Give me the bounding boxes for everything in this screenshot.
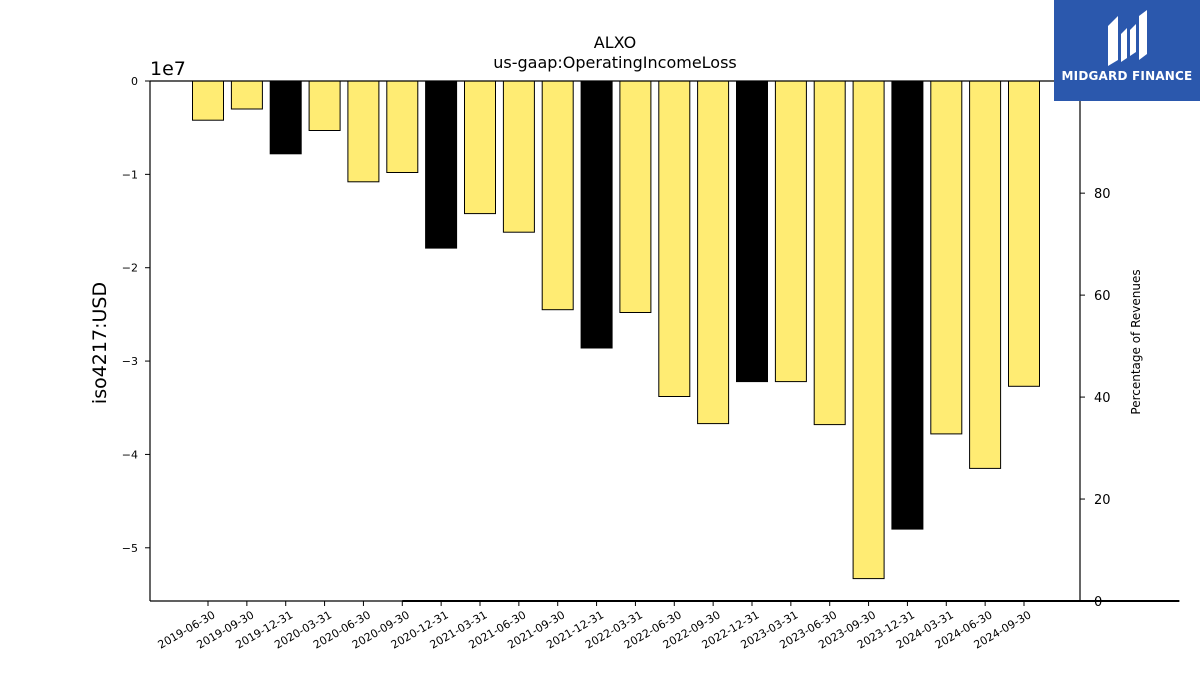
- y2-tick-label: 80: [1094, 187, 1111, 202]
- y-tick-label: −2: [122, 262, 138, 275]
- bar: [813, 80, 846, 426]
- y-tick-label: −3: [122, 355, 138, 368]
- bar: [541, 80, 574, 311]
- y-axis-label: iso4217:USD: [89, 282, 111, 404]
- y-tick-label: 0: [131, 75, 138, 88]
- bar: [386, 80, 419, 173]
- brand-name: MIDGARD FINANCE: [1061, 69, 1193, 83]
- bar: [425, 80, 458, 249]
- midgard-finance-logo: MIDGARD FINANCE: [1054, 0, 1200, 101]
- midgard-logo-icon: [1108, 10, 1147, 66]
- y2-tick-label: 20: [1094, 493, 1111, 508]
- y2-tick-label: 0: [1094, 595, 1102, 610]
- bar: [464, 80, 496, 215]
- bar: [230, 80, 263, 110]
- bar: [697, 80, 730, 425]
- y2-tick-label: 40: [1094, 391, 1111, 406]
- y2-tick-label: 60: [1094, 289, 1111, 304]
- bar: [736, 80, 768, 383]
- bar: [619, 80, 652, 313]
- bar: [930, 80, 963, 435]
- chart-title: ALXO: [594, 33, 636, 52]
- bar: [891, 80, 924, 530]
- chart-subtitle: us-gaap:OperatingIncomeLoss: [493, 53, 737, 72]
- y-offset-label: 1e7: [150, 58, 186, 80]
- bar: [969, 80, 1002, 469]
- y-tick-label: −1: [122, 168, 138, 181]
- y-tick-label: −4: [122, 448, 138, 461]
- bar: [1008, 80, 1040, 387]
- y-tick-label: −5: [122, 542, 138, 555]
- bar: [347, 80, 380, 183]
- bar: [308, 80, 341, 131]
- bar: [852, 80, 885, 580]
- bar: [658, 80, 691, 397]
- bar: [192, 80, 224, 121]
- bar: [502, 80, 535, 233]
- bar: [774, 80, 807, 383]
- bar: [580, 80, 613, 349]
- y2-axis-label: Percentage of Revenues: [1129, 269, 1143, 414]
- bar: [269, 80, 302, 155]
